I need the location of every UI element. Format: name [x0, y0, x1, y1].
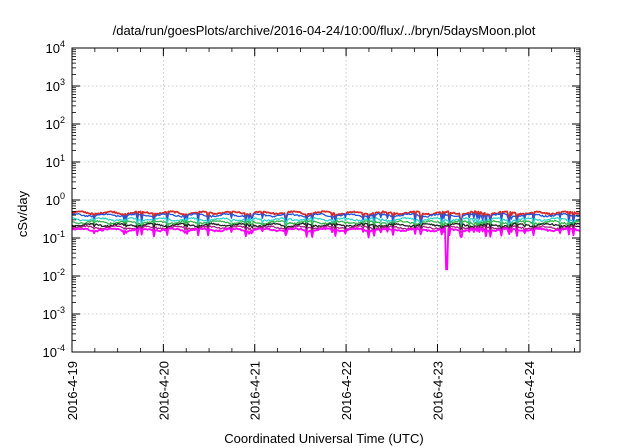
x-tick-label: 2016-4-20 [156, 361, 171, 420]
series-line-5 [71, 222, 580, 232]
y-ticks: 10-4 10-3 10-2 10-1 100 101 102 103 104 [43, 39, 580, 360]
series-line-4 [72, 219, 580, 230]
y-tick-label: 104 [46, 39, 65, 56]
y-axis-label: cSv/day [15, 190, 30, 237]
series-line-3 [72, 216, 581, 229]
series-group [71, 210, 581, 271]
y-tick-label: 102 [46, 115, 65, 132]
y-tick-label: 100 [46, 191, 65, 208]
series-line-2 [71, 212, 581, 226]
x-tick-label: 2016-4-19 [65, 361, 80, 420]
x-tick-label: 2016-4-23 [430, 361, 445, 420]
series-line-1 [71, 210, 581, 224]
series-line-6 [71, 225, 580, 234]
y-tick-label: 10-2 [43, 267, 65, 284]
chart-title: /data/run/goesPlots/archive/2016-04-24/1… [113, 23, 536, 38]
x-tick-label: 2016-4-22 [339, 361, 354, 420]
x-ticks: 2016-4-19 2016-4-20 2016-4-21 2016-4-22 2016… [65, 48, 575, 420]
grid [72, 48, 580, 352]
y-tick-label: 103 [46, 77, 65, 94]
x-tick-label: 2016-4-24 [522, 361, 537, 420]
y-tick-label: 101 [46, 153, 65, 170]
y-tick-label: 10-3 [43, 305, 65, 322]
y-tick-label: 10-1 [43, 229, 65, 246]
x-axis-label: Coordinated Universal Time (UTC) [224, 431, 423, 446]
x-tick-label: 2016-4-21 [248, 361, 263, 420]
series-line-7 [71, 227, 581, 271]
y-tick-label: 10-4 [43, 343, 65, 360]
